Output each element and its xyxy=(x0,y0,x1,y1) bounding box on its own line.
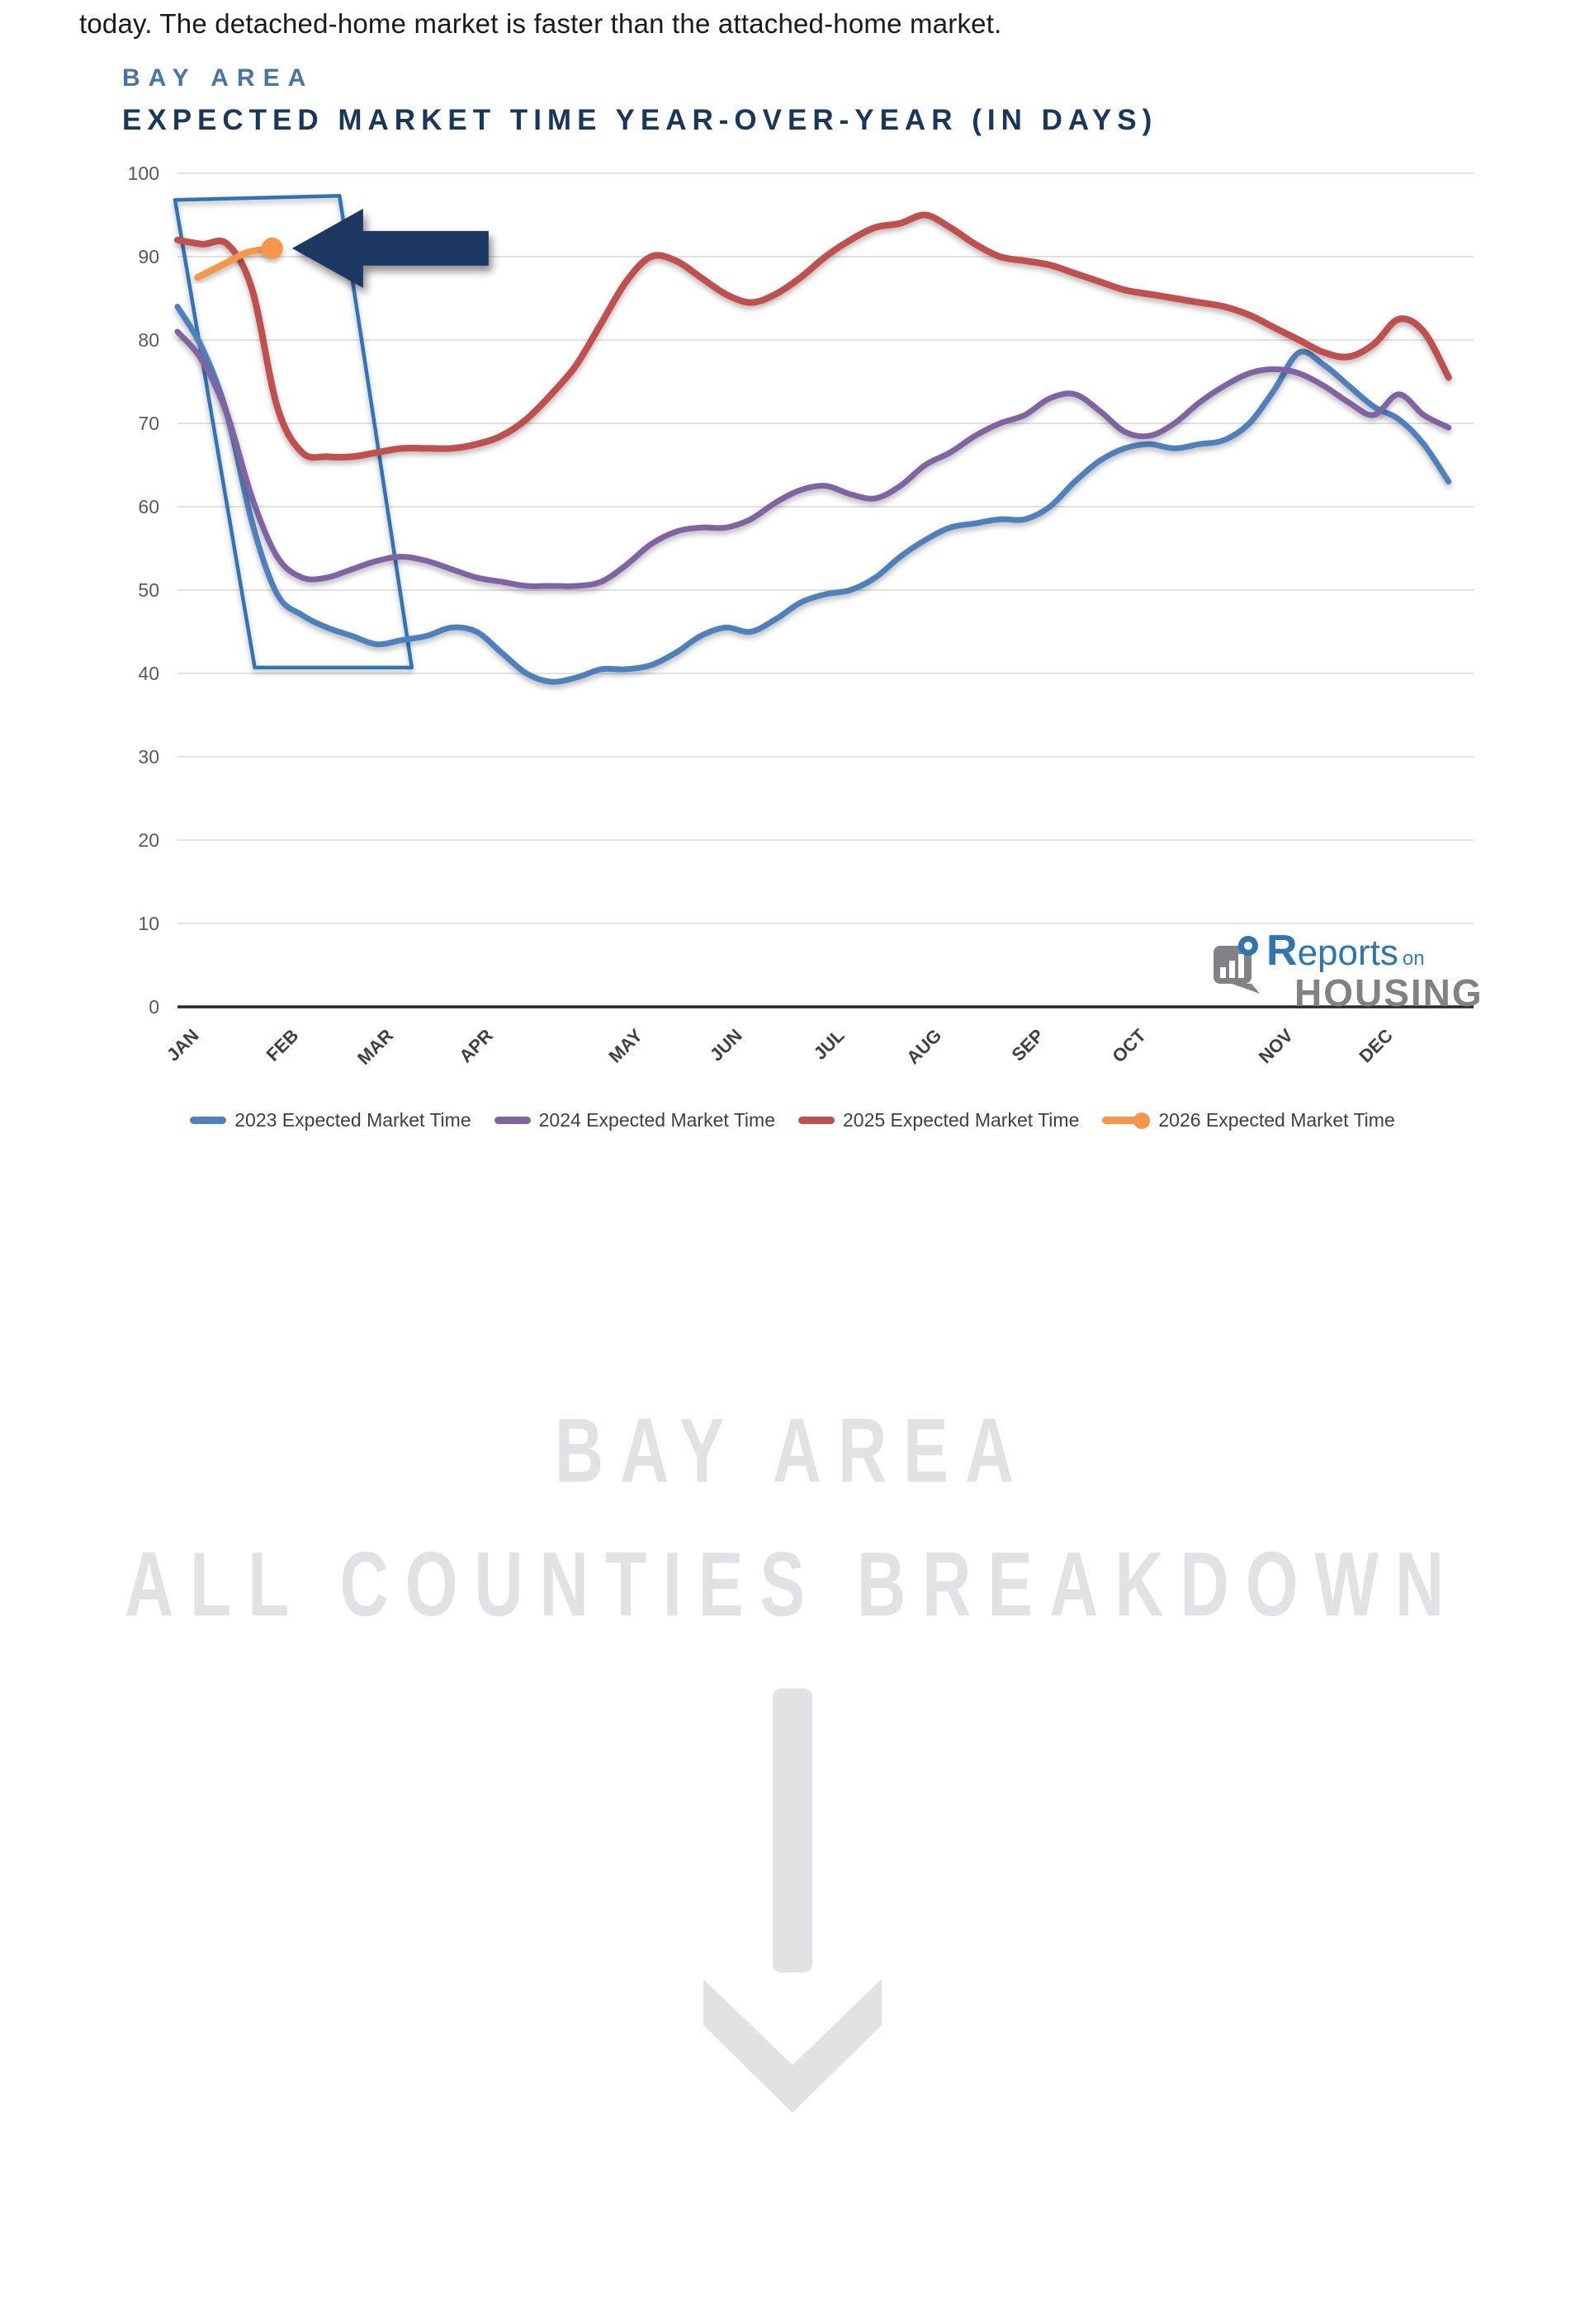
logo-housing: HOUSING xyxy=(1294,971,1483,1014)
legend-swatch-2026 xyxy=(1102,1117,1139,1124)
legend-item-2026: 2026 Expected Market Time xyxy=(1102,1109,1395,1131)
january-highlight-box xyxy=(173,194,414,670)
legend-swatch-2025 xyxy=(798,1117,835,1124)
legend-label-2026: 2026 Expected Market Time xyxy=(1158,1109,1395,1131)
x-tick-label: OCT xyxy=(1108,1024,1150,1066)
y-tick-label: 90 xyxy=(138,246,159,267)
logo-eports: eports xyxy=(1297,933,1398,973)
series-line-2025 xyxy=(174,211,1452,461)
series-line-2023 xyxy=(174,304,1452,685)
x-tick-label: JUN xyxy=(706,1025,746,1065)
legend-label-2023: 2023 Expected Market Time xyxy=(234,1109,471,1131)
x-tick-label: NOV xyxy=(1255,1025,1298,1068)
legend-swatch-2023 xyxy=(190,1117,227,1124)
series-line-2024 xyxy=(174,328,1452,589)
market-time-line-chart: 0 10 20 30 40 50 60 70 80 90 100 JAN FEB MAR APR MAY JUN… xyxy=(128,163,1474,1069)
legend-label-2024: 2024 Expected Market Time xyxy=(538,1109,775,1131)
annotation-arrow xyxy=(291,208,489,288)
logo-on: on xyxy=(1402,947,1425,970)
y-tick-label: 100 xyxy=(128,163,159,184)
y-tick-label: 70 xyxy=(138,413,159,434)
logo-brand-line: Reports on xyxy=(1266,929,1483,972)
x-tick-label: DEC xyxy=(1355,1025,1397,1067)
y-tick-label: 80 xyxy=(138,329,159,351)
legend-swatch-dot-2026 xyxy=(1133,1112,1151,1129)
logo-letter-r: R xyxy=(1266,927,1298,975)
down-arrow-watermark xyxy=(703,1689,882,2113)
legend-label-2025: 2025 Expected Market Time xyxy=(843,1109,1080,1131)
logo-house-icon xyxy=(1214,936,1260,994)
y-tick-label: 30 xyxy=(138,746,159,768)
reports-on-housing-logo: Reports on HOUSING xyxy=(1212,929,1483,1012)
legend-swatch-2024 xyxy=(494,1117,531,1124)
watermark-all-counties: ALL COUNTIES BREAKDOWN xyxy=(124,1533,1461,1636)
x-tick-label: SEP xyxy=(1007,1025,1048,1065)
watermark-bay-area: BAY AREA xyxy=(554,1400,1031,1502)
x-tick-label: APR xyxy=(455,1025,497,1067)
y-tick-label: 40 xyxy=(138,663,159,684)
chart-region-label: BAY AREA xyxy=(122,64,315,92)
x-tick-label: FEB xyxy=(263,1025,303,1065)
y-tick-label: 50 xyxy=(138,579,159,601)
y-tick-label: 20 xyxy=(138,829,159,851)
y-tick-label: 60 xyxy=(138,496,159,517)
legend-item-2023: 2023 Expected Market Time xyxy=(190,1109,471,1131)
x-tick-label: JAN xyxy=(163,1025,203,1065)
x-tick-label: MAR xyxy=(353,1025,397,1069)
x-tick-label: JUL xyxy=(810,1025,849,1064)
x-tick-label: AUG xyxy=(902,1025,945,1068)
chart-legend: 2023 Expected Market Time 2024 Expected M… xyxy=(0,1109,1585,1131)
chart-title: EXPECTED MARKET TIME YEAR-OVER-YEAR (IN … xyxy=(122,104,1158,136)
x-tick-label: MAY xyxy=(604,1025,646,1067)
series-end-dot-2026 xyxy=(261,237,283,259)
y-tick-label: 10 xyxy=(138,913,159,934)
legend-item-2025: 2025 Expected Market Time xyxy=(798,1109,1079,1131)
market-time-chart-section: BAY AREA EXPECTED MARKET TIME YEAR-OVER-… xyxy=(0,64,1585,1131)
intro-text: today. The detached-home market is faste… xyxy=(79,8,1002,39)
series-line-2026 xyxy=(194,244,276,281)
legend-item-2024: 2024 Expected Market Time xyxy=(494,1109,775,1131)
logo-text: Reports on HOUSING xyxy=(1266,929,1483,1012)
y-tick-label: 0 xyxy=(149,996,159,1018)
